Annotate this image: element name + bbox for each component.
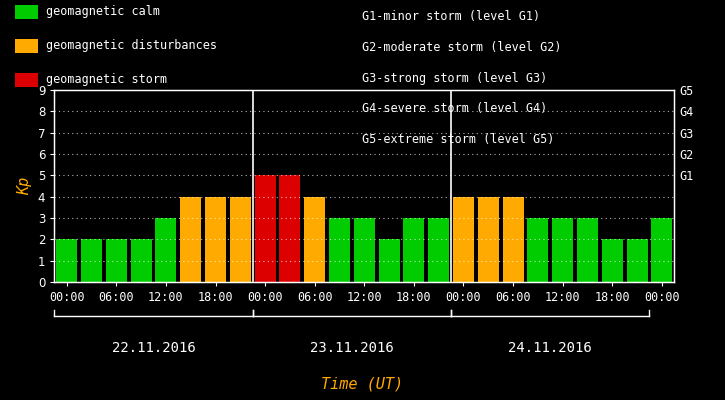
Text: Time (UT): Time (UT) <box>321 376 404 392</box>
Bar <box>577 218 598 282</box>
Text: 23.11.2016: 23.11.2016 <box>310 341 394 355</box>
Text: geomagnetic disturbances: geomagnetic disturbances <box>46 40 217 52</box>
Bar <box>527 218 548 282</box>
Bar <box>502 197 523 282</box>
Y-axis label: Kp: Kp <box>17 177 33 195</box>
Text: G4-severe storm (level G4): G4-severe storm (level G4) <box>362 102 548 115</box>
Bar <box>626 239 647 282</box>
Bar <box>329 218 350 282</box>
Bar <box>403 218 424 282</box>
Text: 24.11.2016: 24.11.2016 <box>508 341 592 355</box>
Text: G5-extreme storm (level G5): G5-extreme storm (level G5) <box>362 133 555 146</box>
Bar <box>552 218 573 282</box>
Bar <box>304 197 326 282</box>
Bar <box>205 197 226 282</box>
Bar <box>651 218 672 282</box>
Bar <box>354 218 375 282</box>
Bar <box>279 175 300 282</box>
Bar <box>106 239 127 282</box>
Bar <box>254 175 276 282</box>
Bar <box>130 239 152 282</box>
Text: geomagnetic storm: geomagnetic storm <box>46 74 167 86</box>
Bar <box>428 218 450 282</box>
Bar <box>378 239 399 282</box>
Text: geomagnetic calm: geomagnetic calm <box>46 6 160 18</box>
Text: G1-minor storm (level G1): G1-minor storm (level G1) <box>362 10 541 23</box>
Bar <box>181 197 202 282</box>
Bar <box>453 197 474 282</box>
Bar <box>230 197 251 282</box>
Bar <box>478 197 499 282</box>
Bar <box>81 239 102 282</box>
Text: 22.11.2016: 22.11.2016 <box>112 341 196 355</box>
Bar <box>155 218 176 282</box>
Text: G3-strong storm (level G3): G3-strong storm (level G3) <box>362 72 548 85</box>
Bar <box>57 239 78 282</box>
Text: G2-moderate storm (level G2): G2-moderate storm (level G2) <box>362 41 562 54</box>
Bar <box>602 239 623 282</box>
